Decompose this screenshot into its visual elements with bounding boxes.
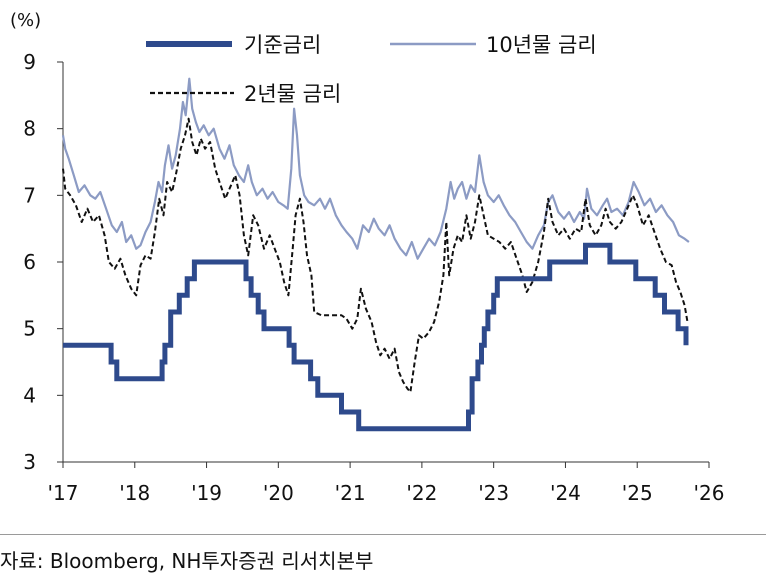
x-tick-label: '26	[694, 481, 725, 505]
source-divider	[0, 534, 766, 535]
y-tick-label: 7	[23, 183, 36, 207]
legend-item-10-year-rate: 10년물 금리	[390, 33, 597, 57]
series-line-10-year-rate	[61, 77, 690, 260]
y-tick-label: 9	[23, 50, 36, 74]
x-tick-label: '25	[622, 481, 653, 505]
series-line-base-rate	[63, 242, 689, 432]
y-tick-label: 6	[23, 250, 36, 274]
y-axis-unit-label: (%)	[10, 10, 41, 31]
x-tick-label: '18	[119, 481, 150, 505]
x-tick-label: '21	[335, 481, 366, 505]
legend-label-base-rate: 기준금리	[244, 33, 321, 57]
x-tick-label: '17	[48, 481, 79, 505]
x-tick-label: '23	[478, 481, 509, 505]
source-note: 자료: Bloomberg, NH투자증권 리서치본부	[0, 549, 374, 573]
legend-label-2-year-rate: 2년물 금리	[244, 82, 341, 106]
x-tick-label: '19	[191, 481, 222, 505]
legend-item-base-rate: 기준금리	[146, 33, 321, 57]
y-tick-label: 8	[23, 117, 36, 141]
x-tick-label: '20	[263, 481, 294, 505]
y-tick-label: 5	[23, 317, 36, 341]
x-axis-tick-labels: '17 '18 '19 '20 '21 '22 '23 '24 '25 '26	[48, 462, 725, 505]
legend-label-10-year-rate: 10년물 금리	[486, 33, 597, 57]
y-tick-label: 3	[23, 450, 36, 474]
legend-item-2-year-rate: 2년물 금리	[150, 82, 341, 106]
x-tick-label: '22	[406, 481, 437, 505]
legend: 기준금리 10년물 금리 2년물 금리	[146, 33, 597, 106]
y-axis-tick-labels: 3 4 5 6 7 8 9	[23, 50, 63, 474]
plot-lines	[61, 77, 690, 432]
series-line-2-year-rate	[62, 117, 689, 393]
x-tick-label: '24	[550, 481, 581, 505]
y-tick-label: 4	[23, 383, 36, 407]
